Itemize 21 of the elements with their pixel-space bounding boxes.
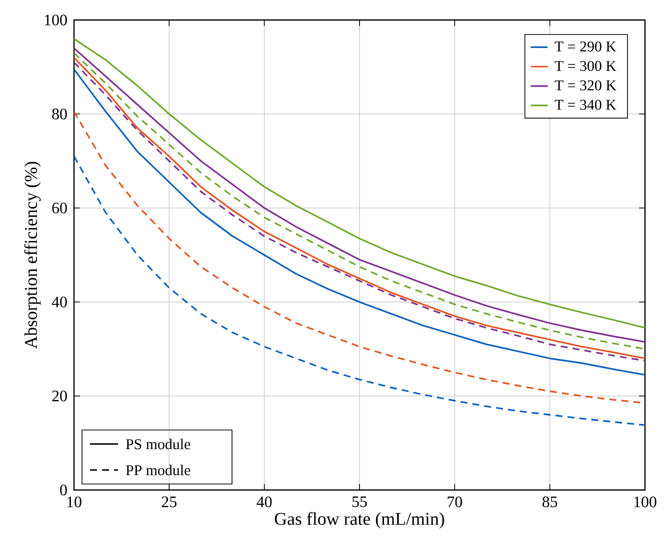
legend-label: T = 320 K [554, 80, 616, 90]
x-tick-label: 100 [634, 496, 656, 508]
x-tick-label: 85 [542, 496, 558, 508]
x-tick-label: 25 [162, 496, 177, 508]
annotation: PS module [126, 438, 190, 450]
legend-label: T = 300 K [554, 60, 616, 71]
y-axis-title: Absorption efficiency (%) [24, 162, 41, 349]
y-tick-label: 40 [52, 296, 67, 308]
annotation: PP module [126, 464, 190, 476]
x-tick-label: 40 [256, 496, 272, 508]
y-tick-label: 0 [60, 484, 67, 496]
legend-label: T = 290 K [554, 41, 616, 52]
x-tick-label: 10 [67, 496, 82, 508]
x-tick-label: 70 [448, 496, 462, 508]
y-tick-label: 100 [44, 14, 67, 26]
x-tick-label: 55 [352, 496, 367, 508]
y-tick-label: 20 [52, 390, 67, 402]
legend-label: T = 340 K [554, 100, 616, 110]
x-axis-title: Gas flow rate (mL/min) [274, 512, 444, 529]
y-tick-label: 60 [52, 202, 67, 214]
y-tick-label: 80 [52, 108, 67, 120]
